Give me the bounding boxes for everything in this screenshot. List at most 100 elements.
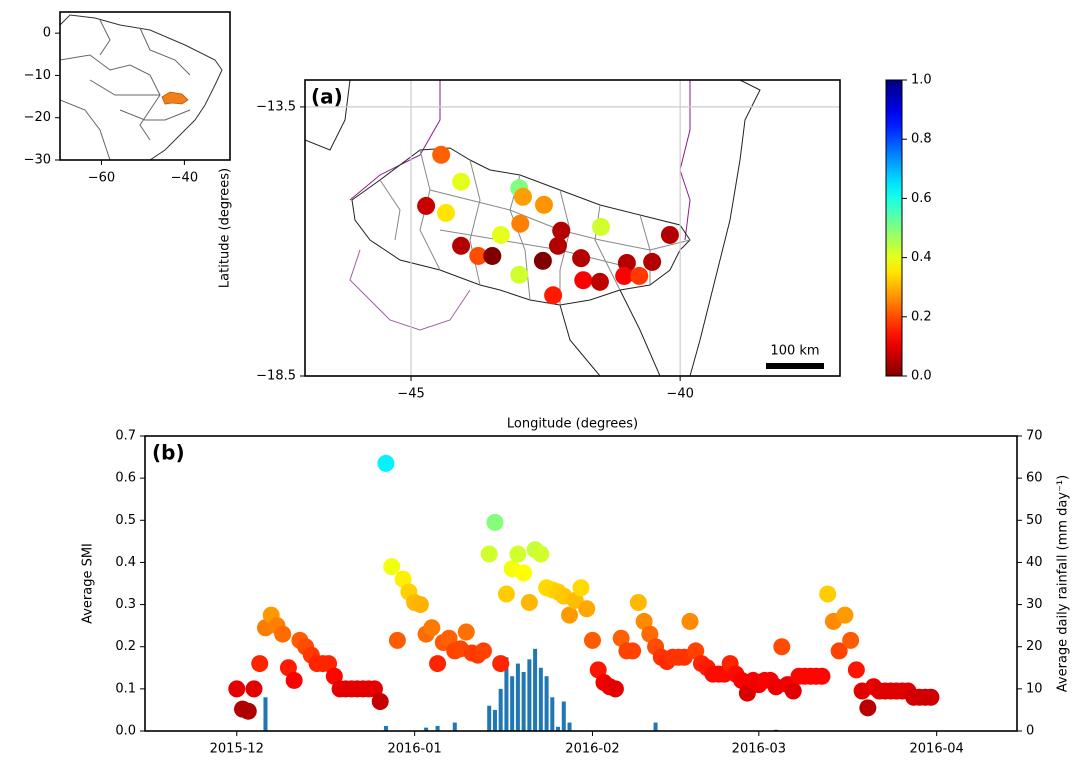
y-axis-label: Average SMI [81,543,96,624]
rain-bar [561,701,566,731]
smi-point [279,659,297,677]
site-point [452,236,471,255]
smi-point [681,612,699,630]
y-tick-label: −18.5 [256,369,296,384]
smi-point [641,625,659,643]
y2-tick-label: 50 [1026,513,1043,528]
smi-point [228,680,246,698]
x-tick-label: −45 [397,387,424,402]
y-tick-label: 0.7 [115,429,136,444]
x-axis-label: Longitude (degrees) [507,417,638,432]
axes-frame [304,79,841,377]
smi-point [365,680,383,698]
y-tick-label: 0.4 [115,555,136,570]
rain-bar [538,667,543,731]
smi-point [394,570,412,588]
smi-point [819,585,837,603]
rain-bar [504,657,509,731]
smi-point [589,661,607,679]
x-tick-label: 2016-04 [910,742,964,757]
rain-bar [510,676,515,731]
y2-tick-label: 30 [1026,597,1043,612]
x-tick-label: −60 [88,171,115,186]
smi-point [371,693,389,710]
rain-bar [424,727,429,731]
y-tick-label: 0.2 [115,639,136,654]
site-point [552,221,571,240]
y2-tick-label: 20 [1026,639,1043,654]
smi-point [520,593,538,611]
site-point [452,172,471,191]
rain-bar [567,722,572,731]
y2-tick-label: 0 [1026,724,1034,739]
y-tick-label: 0.3 [115,597,136,612]
y-tick-label: −10 [24,68,51,83]
site-point [417,196,436,215]
smi-point [285,671,303,689]
y-tick-label: 0.6 [115,471,136,486]
y2-tick-label: 40 [1026,555,1043,570]
smi-point [629,593,647,611]
site-point [630,266,649,285]
site-point [643,252,662,271]
smi-point [325,667,343,685]
x-tick-label: 2016-03 [732,742,786,757]
scale-bar [766,363,824,369]
smi-point [377,454,395,472]
smi-point [612,629,630,647]
smi-point [583,631,601,649]
y2-tick-label: 70 [1026,429,1043,444]
smi-point [486,513,504,531]
smi-point [830,642,848,660]
y-tick-label: −13.5 [256,99,296,114]
smi-point [635,612,653,630]
x-tick-label: −40 [666,387,693,402]
smi-point [320,655,338,673]
smi-point [922,688,940,706]
rain-bar [653,722,658,731]
site-point [544,286,563,305]
site-point [437,203,456,222]
smi-point [457,623,475,641]
site-point [548,236,567,255]
site-point [513,187,532,206]
axes-frame [144,435,1018,732]
y2-tick-label: 0.4 [911,250,932,265]
smi-point [251,655,269,673]
smi-point [239,702,257,720]
y-tick-label: −30 [24,153,51,168]
x-tick-label: −40 [171,171,198,186]
smi-point [773,638,791,656]
site-point [660,225,679,244]
smi-point [624,642,642,660]
smi-point [859,699,877,717]
colorbar [885,79,903,377]
smi-point [606,680,624,698]
x-tick-label: 2015-12 [210,742,264,757]
y2-tick-label: 0.8 [911,132,932,147]
smi-point [578,600,596,618]
smi-point [492,655,510,673]
rain-bar [492,709,497,731]
site-point [491,225,510,244]
y2-tick-label: 1.0 [911,73,932,88]
site-point [469,246,488,265]
rain-bar [533,648,538,731]
rain-bar [263,697,268,731]
map-outlines [305,80,761,376]
y2-tick-label: 60 [1026,471,1043,486]
smi-point [274,625,292,643]
panel-title: (a) [311,85,343,109]
rain-bar [527,659,532,731]
smi-point [836,606,854,624]
site-point [615,266,634,285]
smi-point [532,545,550,563]
rain-bar [435,725,440,731]
site-point [510,265,529,284]
smi-point [383,558,401,576]
inset-map-outlines [60,14,223,160]
y-tick-label: 0.5 [115,513,136,528]
rain-bar [521,672,526,731]
smi-point [480,545,498,563]
